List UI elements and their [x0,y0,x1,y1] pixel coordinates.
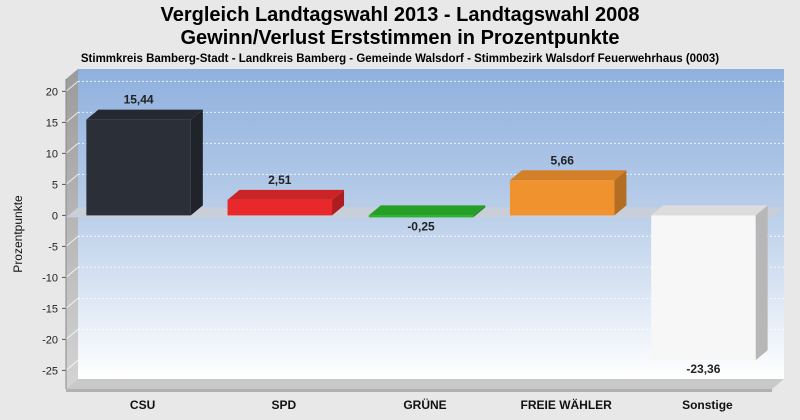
bar-top [509,170,627,181]
bar-top [227,189,345,200]
data-label: 5,66 [551,153,575,167]
x-tick-label: FREIE WÄHLER [521,397,613,412]
bar-side [614,170,627,216]
y-tick-label: 10 [46,148,58,160]
bar-top [86,109,203,120]
bar-side [190,109,203,216]
y-tick-label: -10 [42,272,58,284]
gridline-side [65,360,79,371]
y-axis-title: Prozentpunkte [11,195,25,273]
gridline-side [65,174,79,185]
gridline-side [65,236,79,247]
data-label: -0,25 [407,219,435,233]
bar-side [473,205,486,218]
y-tick-label: -25 [42,365,58,377]
x-tick-label: SPD [271,398,296,412]
gridline-side [65,81,79,92]
gridline-side [65,267,79,278]
gridline-side [65,329,79,340]
y-tick-label: 20 [46,86,58,98]
y-tick-label: 0 [52,210,58,222]
x-tick-label: CSU [130,398,155,412]
y-tick-label: -5 [48,241,58,253]
bar-side [332,189,345,216]
plot-base [66,389,772,392]
y-tick-label: 5 [52,179,58,191]
chart-caption: Stimmkreis Bamberg-Stadt - Landkreis Bam… [80,53,720,65]
bar-top [651,205,768,216]
plot-floor [66,379,784,389]
data-label: 2,51 [268,173,292,187]
gridline-side [65,143,79,154]
gridline-side [65,112,79,123]
plot-side-wall [66,69,78,389]
bar [368,215,474,218]
bar-top [368,205,486,216]
bar [509,180,615,216]
bar [86,119,191,216]
x-tick-label: Sonstige [682,398,733,412]
y-tick-label: 15 [46,117,58,129]
x-tick-label: GRÜNE [403,397,446,412]
chart-title: Vergleich Landtagswahl 2013 - Landtagswa… [160,4,640,26]
bar-side [755,205,768,361]
bar [227,199,333,216]
y-tick-label: -15 [42,303,58,315]
gridline-side [65,298,79,309]
data-label: 15,44 [124,93,154,107]
chart-subtitle: Gewinn/Verlust Erststimmen in Prozentpun… [180,27,620,49]
y-tick-label: -20 [42,334,58,346]
data-label: -23,36 [686,362,720,376]
bar [651,215,756,361]
